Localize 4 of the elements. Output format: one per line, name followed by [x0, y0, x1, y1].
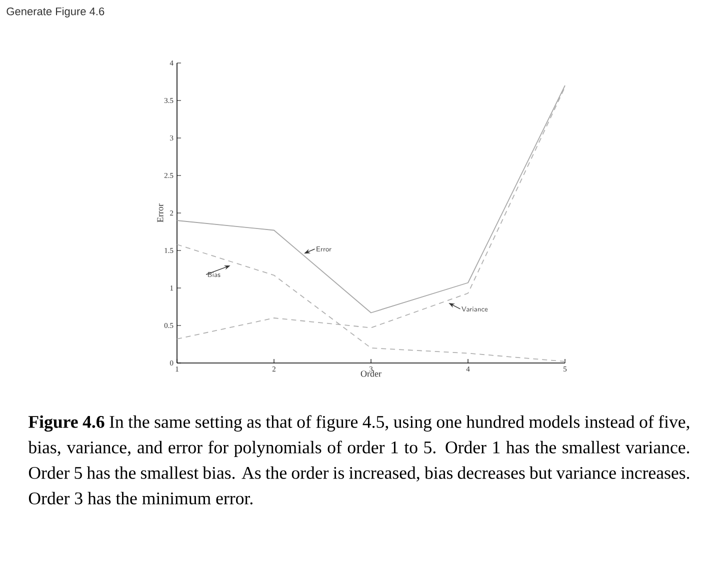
x-axis-title: Order — [360, 370, 382, 377]
y-axis-title: Error — [157, 204, 164, 222]
text: Figure 4.6 In the same setting as that of figure 4.5, using one hundred models instead of five, bias, variance, and error for polynomials of order 1 to 5. Order 1 has the smallest variance. Order 5 has the smallest bias. As the order is increased, bias decreases but variance increases. Order 3 has the minimum error. — [28, 415, 690, 504]
text: Generate Figure 4.6 — [6, 7, 104, 18]
